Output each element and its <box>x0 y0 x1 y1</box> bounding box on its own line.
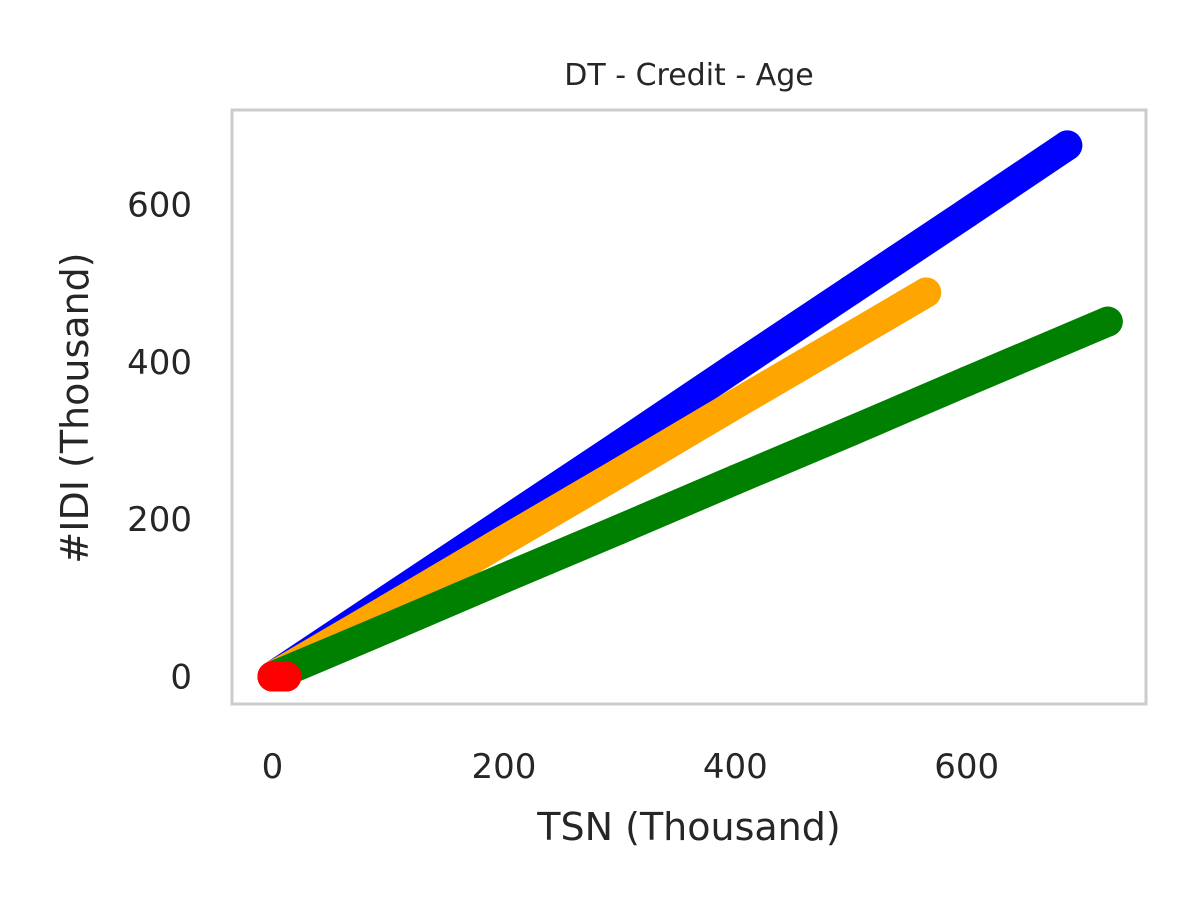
x-tick-label: 600 <box>934 747 999 787</box>
y-axis-label: #IDI (Thousand) <box>53 252 97 563</box>
y-tick-label: 600 <box>127 185 192 225</box>
series-1-point-5 <box>836 321 866 352</box>
series-2-point-6 <box>951 366 982 397</box>
x-tick-label: 0 <box>262 747 284 787</box>
series-2-line <box>257 306 1123 692</box>
series-2-point-7 <box>1092 306 1123 337</box>
series-2-point-4 <box>720 464 751 495</box>
series-0-point-5 <box>836 275 866 306</box>
series-2-point-2 <box>488 563 519 594</box>
series-1-point-3 <box>604 457 635 488</box>
x-tick-labels: 0 200 400 600 <box>262 747 999 787</box>
series-0-point-4 <box>720 352 751 383</box>
y-tick-label: 0 <box>170 658 192 698</box>
x-axis-label: TSN (Thousand) <box>536 805 840 849</box>
series-0-point-7 <box>1052 130 1083 161</box>
series-3-point-4 <box>271 661 302 692</box>
y-tick-labels: 0 200 400 600 <box>127 185 192 697</box>
series-2-point-1 <box>373 612 404 643</box>
chart-title: DT - Credit - Age <box>564 58 813 93</box>
series-2-point-3 <box>604 514 635 545</box>
series-2-point-5 <box>836 416 866 446</box>
series-0-point-6 <box>951 198 982 229</box>
series-1-point-2 <box>488 525 519 556</box>
x-tick-label: 200 <box>471 747 536 787</box>
y-tick-label: 400 <box>127 343 192 383</box>
series-layer <box>257 130 1123 692</box>
x-tick-label: 400 <box>703 747 768 787</box>
series-1-point-6 <box>911 277 942 308</box>
y-tick-label: 200 <box>127 500 192 540</box>
series-3 <box>257 661 302 692</box>
series-1-point-4 <box>720 389 751 420</box>
